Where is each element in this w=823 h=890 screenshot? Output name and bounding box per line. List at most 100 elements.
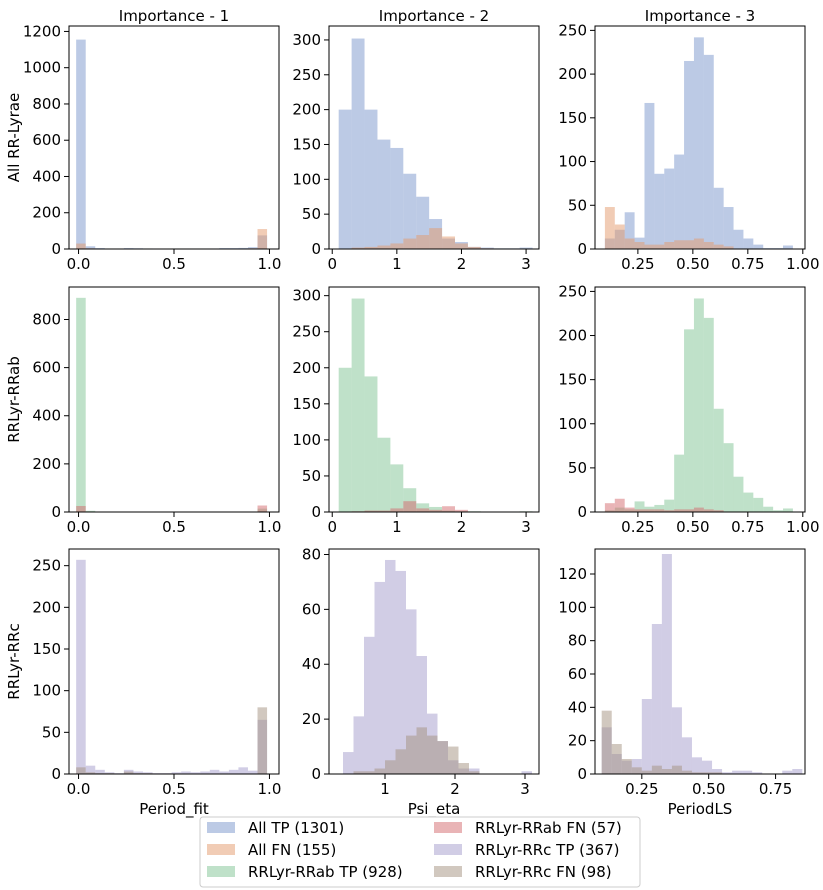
histogram-bar xyxy=(644,244,655,249)
y-tick-label: 0 xyxy=(51,503,61,521)
x-tick-label: 0.25 xyxy=(621,255,654,273)
histogram-bar xyxy=(641,770,652,774)
axes-frame xyxy=(328,25,540,250)
legend-item-rrc_fn: RRLyr-RRc FN (98) xyxy=(434,863,612,881)
x-tick-label: 0.0 xyxy=(67,518,91,536)
histogram-bar xyxy=(238,767,248,774)
histogram-bar xyxy=(374,768,385,774)
histogram-bar xyxy=(684,60,694,250)
histogram-bar xyxy=(693,507,704,512)
histogram-bar xyxy=(713,408,724,512)
histogram-bar xyxy=(783,508,793,512)
y-tick-label: 200 xyxy=(32,598,61,616)
histogram-bar xyxy=(351,298,365,512)
histogram-bar xyxy=(377,139,391,249)
x-axis-label: Period_fit xyxy=(139,800,209,819)
histogram-bar xyxy=(664,168,675,249)
histogram-bar xyxy=(467,246,481,249)
histogram-bar xyxy=(604,207,615,249)
histogram-bar xyxy=(364,510,378,512)
histogram-bar xyxy=(85,765,96,774)
axes-frame xyxy=(594,548,806,775)
histogram-series-rrab_tp xyxy=(604,298,793,512)
x-tick-label: 0.0 xyxy=(67,780,91,798)
histogram-bar xyxy=(674,454,685,512)
histogram-bar xyxy=(681,770,692,774)
histogram-bar xyxy=(723,246,734,249)
subplot-title: Importance - 1 xyxy=(119,7,229,25)
y-tick-label: 200 xyxy=(32,455,61,473)
x-tick-label: 1 xyxy=(380,780,390,798)
subplot-title: Importance - 2 xyxy=(379,7,489,25)
histogram-bar xyxy=(743,492,754,512)
y-tick-label: 200 xyxy=(292,359,321,377)
subplot-3-1: 0.0 0.5 1.0 0 50 100 150 200 250 Period_fit RRLyr-… xyxy=(5,548,281,819)
histogram-bar xyxy=(624,212,635,249)
histogram-series-all_fn xyxy=(76,229,268,249)
y-tick-label: 0 xyxy=(51,240,61,258)
y-tick-label: 250 xyxy=(292,66,321,84)
histogram-bar xyxy=(364,771,375,774)
histogram-bar xyxy=(95,769,105,774)
histogram-bar xyxy=(684,329,694,512)
histogram-bar xyxy=(455,509,468,512)
histogram-bar xyxy=(85,246,96,249)
y-tick-label: 800 xyxy=(32,310,61,328)
histogram-bar xyxy=(416,235,430,249)
histogram-bar xyxy=(429,509,443,512)
subplot-3-3: 0.25 0.50 0.75 0 20 40 60 80 100 120 PeriodLS xyxy=(558,548,806,818)
x-tick-label: 0 xyxy=(327,255,337,273)
histogram-bar xyxy=(351,38,365,249)
x-tick-label: 0.75 xyxy=(731,255,764,273)
histogram-bar xyxy=(353,716,364,774)
histogram-bar xyxy=(661,769,672,774)
histogram-bar xyxy=(76,243,86,249)
axes-frame xyxy=(68,548,280,775)
histogram-bar xyxy=(364,376,378,512)
x-tick-label: 1.0 xyxy=(258,518,282,536)
histogram-bar xyxy=(621,759,632,774)
histogram-bar xyxy=(723,443,734,512)
y-tick-label: 150 xyxy=(558,109,587,127)
histogram-bar xyxy=(644,509,655,512)
histogram-bar xyxy=(691,772,702,774)
y-tick-label: 250 xyxy=(558,21,587,39)
legend: All TP (1301) All FN (155) RRLyr-RRab TP (… xyxy=(199,816,641,888)
legend-item-all_tp: All TP (1301) xyxy=(207,819,344,837)
histogram-bar xyxy=(651,765,662,774)
legend-label: RRLyr-RRab TP (928) xyxy=(248,863,403,881)
histogram-bar xyxy=(691,757,702,774)
histogram-series-rrc_tp xyxy=(76,559,268,774)
histogram-bar xyxy=(753,244,764,249)
subplot-2-1: 0.0 0.5 1.0 0 200 400 600 800 RRLyr-RRab xyxy=(5,286,282,536)
y-tick-label: 20 xyxy=(568,732,587,750)
histogram-bar xyxy=(693,37,704,250)
y-tick-label: 250 xyxy=(292,323,321,341)
histogram-bar xyxy=(458,763,469,774)
histogram-bar xyxy=(693,238,704,249)
legend-item-rrab_fn: RRLyr-RRab FN (57) xyxy=(434,819,622,837)
histogram-bar xyxy=(257,707,268,774)
histogram-bar xyxy=(723,207,734,249)
histogram-bar xyxy=(416,727,427,774)
y-tick-label: 50 xyxy=(568,196,587,214)
y-tick-label: 1200 xyxy=(23,22,61,40)
axes-frame xyxy=(594,286,806,513)
y-tick-label: 100 xyxy=(32,682,61,700)
histogram-bar xyxy=(257,229,268,249)
y-tick-label: 200 xyxy=(558,65,587,83)
histogram-bar xyxy=(604,503,615,512)
histogram-bar xyxy=(76,767,86,774)
y-tick-label: 60 xyxy=(302,600,321,618)
histogram-bar xyxy=(661,554,672,774)
axes-frame xyxy=(594,25,806,250)
histogram-bar xyxy=(732,770,743,774)
y-tick-label: 100 xyxy=(292,431,321,449)
histogram-bar xyxy=(713,510,724,512)
axes-frame xyxy=(328,548,540,775)
y-tick-label: 150 xyxy=(292,135,321,153)
histogram-bar xyxy=(85,772,96,774)
histogram-bar xyxy=(377,510,391,512)
histogram-bar xyxy=(364,636,375,774)
